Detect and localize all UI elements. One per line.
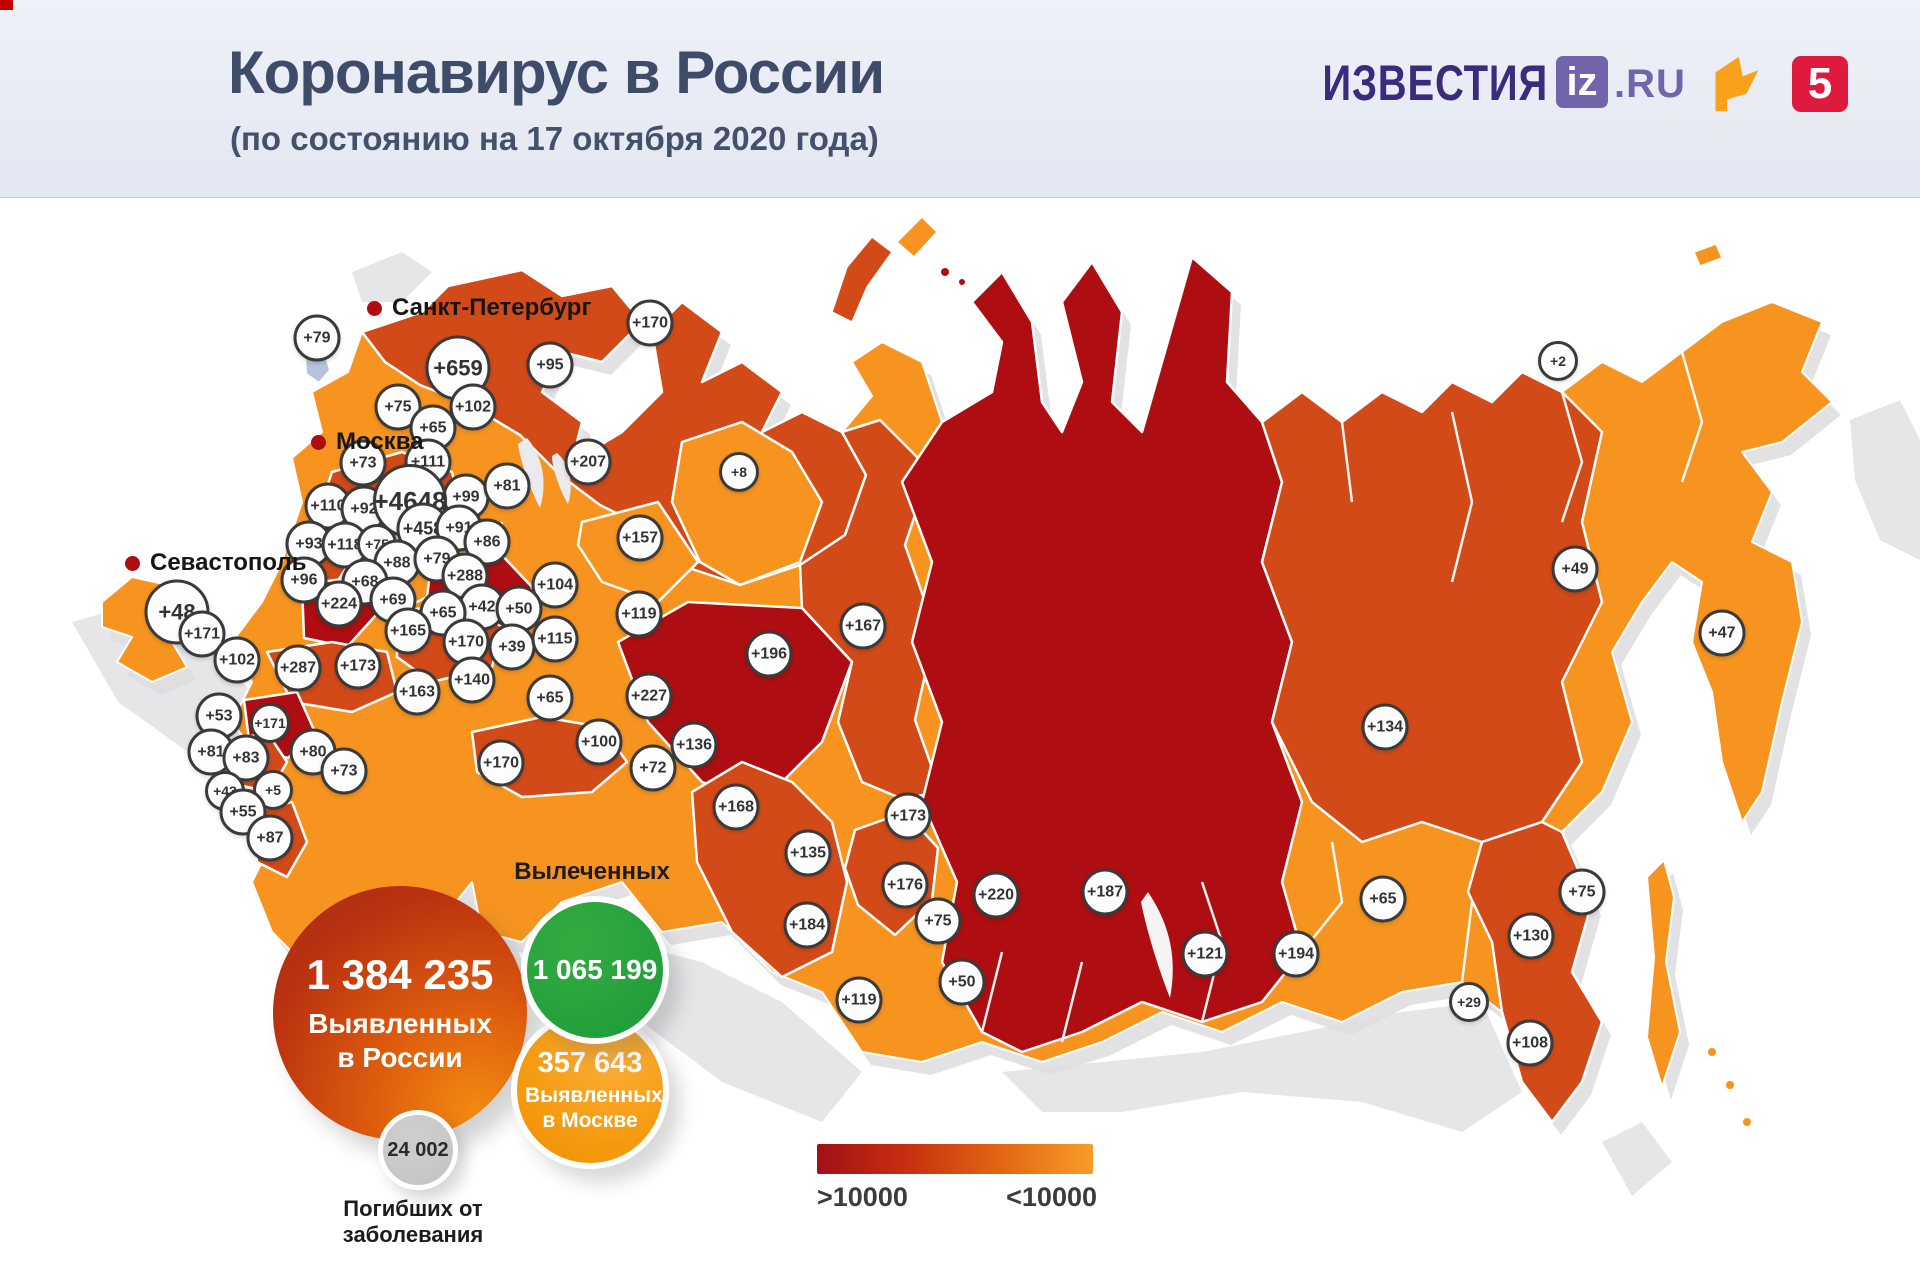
region-badge: +73 <box>320 747 368 795</box>
legend-label-more: >10000 <box>817 1182 908 1212</box>
region-badge: +49 <box>1551 545 1599 593</box>
region-badge: +224 <box>315 580 363 628</box>
moscow-value: 357 643 <box>537 1047 643 1080</box>
region-badge: +187 <box>1081 868 1129 916</box>
region-badge: +220 <box>972 871 1020 919</box>
region-badge: +108 <box>1506 1019 1554 1067</box>
region-badge: +75 <box>1558 868 1606 916</box>
legend-label-less: <10000 <box>1006 1182 1097 1212</box>
region-badge: +65 <box>526 674 574 722</box>
region-badge: +29 <box>1449 982 1489 1022</box>
region-badge: +136 <box>670 721 718 769</box>
region-badge: +102 <box>213 636 261 684</box>
recovered-value: 1 065 199 <box>532 954 658 985</box>
deaths-label: Погибших от заболевания <box>342 1196 484 1248</box>
iz-ru-logo: iz <box>1556 56 1608 108</box>
stat-confirmed-russia: 1 384 235 Выявленных в России <box>273 886 527 1140</box>
region-badge: +194 <box>1272 930 1320 978</box>
region-badge: +227 <box>625 672 673 720</box>
region-badge: +72 <box>629 744 677 792</box>
region-badge: +73 <box>339 439 387 487</box>
stat-recovered: 1 065 199 <box>521 896 669 1044</box>
izvestia-logo: ИЗВЕСТИЯ <box>1322 55 1548 111</box>
region-badge: +170 <box>477 739 525 787</box>
stat-deaths: 24 002 <box>378 1110 458 1190</box>
city-label-moscow: Москва <box>311 428 423 456</box>
region-badge: +163 <box>393 668 441 716</box>
region-badge: +119 <box>615 590 663 638</box>
city-name: Севастополь <box>150 549 307 576</box>
region-badge: +119 <box>835 976 883 1024</box>
city-name: Санкт-Петербург <box>392 294 592 321</box>
region-badge: +173 <box>884 792 932 840</box>
region-badge: +42 <box>458 583 506 631</box>
city-label-sevastopol: Севастополь <box>125 549 306 577</box>
region-badge: +8 <box>719 452 759 492</box>
recovered-label: Вылеченных <box>514 858 670 885</box>
region-badge: +184 <box>783 901 831 949</box>
region-badge: +87 <box>246 814 294 862</box>
region-badge: +165 <box>384 607 432 655</box>
legend-gradient-bar <box>817 1144 1093 1174</box>
city-dot-icon <box>367 300 382 316</box>
page-title: Коронавирус в России <box>228 39 885 106</box>
city-dot-icon <box>311 434 326 450</box>
city-name: Москва <box>336 428 424 455</box>
region-badge: +121 <box>1181 930 1229 978</box>
channel-5-logo: 5 <box>1792 56 1848 112</box>
map-islands <box>831 215 1751 1126</box>
iz-ru-suffix: .RU <box>1614 62 1686 106</box>
moscow-label: Выявленных в Москве <box>525 1084 663 1132</box>
region-badge: +81 <box>483 462 531 510</box>
city-label-saint-petersburg: Санкт-Петербург <box>367 294 591 322</box>
region-badge: +140 <box>448 656 496 704</box>
region-badge: +100 <box>575 718 623 766</box>
region-badge: +55 <box>219 788 267 836</box>
deaths-value: 24 002 <box>387 1138 449 1161</box>
region-badge: +79 <box>293 314 341 362</box>
region-badge: +39 <box>488 623 536 671</box>
region-badge: +95 <box>526 341 574 389</box>
header: Коронавирус в России (по состоянию на 17… <box>0 0 1920 198</box>
region-badge: +157 <box>616 514 664 562</box>
region-badge: +130 <box>1507 912 1555 960</box>
region-badge: +65 <box>1359 875 1407 923</box>
region-badge: +75 <box>374 383 422 431</box>
region-badge: +287 <box>274 644 322 692</box>
region-badge: +47 <box>1698 609 1746 657</box>
region-badge: +2 <box>1538 341 1578 381</box>
region-badge: +176 <box>881 861 929 909</box>
region-badge: +171 <box>178 610 226 658</box>
region-badge: +173 <box>334 642 382 690</box>
region-badge: +207 <box>564 438 612 486</box>
region-badge: +659 <box>425 335 491 401</box>
region-badge: +99 <box>442 473 490 521</box>
confirmed-label: Выявленных в России <box>308 1008 492 1073</box>
ren-tv-logo-icon <box>1715 56 1759 112</box>
region-badge: +134 <box>1361 703 1409 751</box>
corner-accent <box>0 0 13 10</box>
region-badge: +135 <box>784 829 832 877</box>
region-badge: +167 <box>839 602 887 650</box>
region-badge: +102 <box>449 383 497 431</box>
region-badge: +170 <box>626 299 674 347</box>
region-badge: +168 <box>712 783 760 831</box>
page-subtitle: (по состоянию на 17 октября 2020 года) <box>230 120 879 157</box>
confirmed-value: 1 384 235 <box>306 951 494 999</box>
region-badge: +115 <box>531 615 579 663</box>
region-badge: +75 <box>914 897 962 945</box>
region-badge: +50 <box>938 958 986 1006</box>
region-badge: +196 <box>745 630 793 678</box>
city-dot-icon <box>125 555 140 571</box>
